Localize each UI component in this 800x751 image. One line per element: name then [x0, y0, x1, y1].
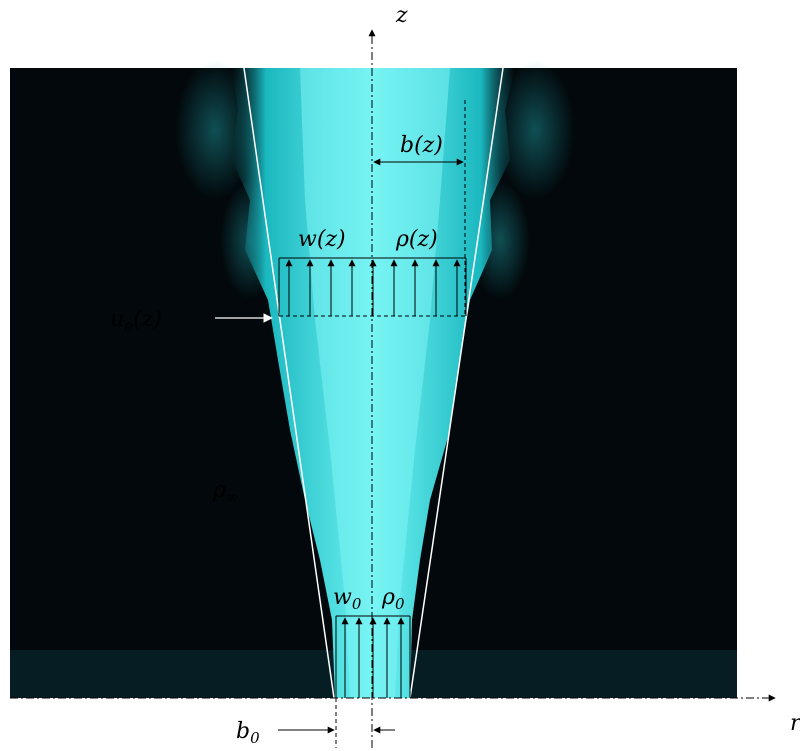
entrainment-velocity-label: ue(z): [110, 307, 162, 335]
ambient-density-label: ρ∞: [212, 478, 238, 506]
b-z-label: b(z): [400, 133, 443, 158]
left-plume-edge: [243, 67, 335, 699]
z-axis-label: z: [395, 3, 408, 28]
source-density-label: ρ0: [381, 585, 405, 613]
b0-label: b0: [236, 719, 260, 747]
upper-profile: [278, 257, 467, 317]
plume-core: [300, 68, 450, 698]
right-plume-edge: [409, 67, 504, 699]
right-wisp: [495, 60, 575, 200]
w-z-label: w(z): [298, 227, 346, 252]
source-profile: [335, 615, 411, 698]
rho-z-label: ρ(z): [395, 227, 438, 252]
r-axis-label: r: [790, 711, 800, 736]
source-velocity-label: w0: [333, 585, 362, 613]
